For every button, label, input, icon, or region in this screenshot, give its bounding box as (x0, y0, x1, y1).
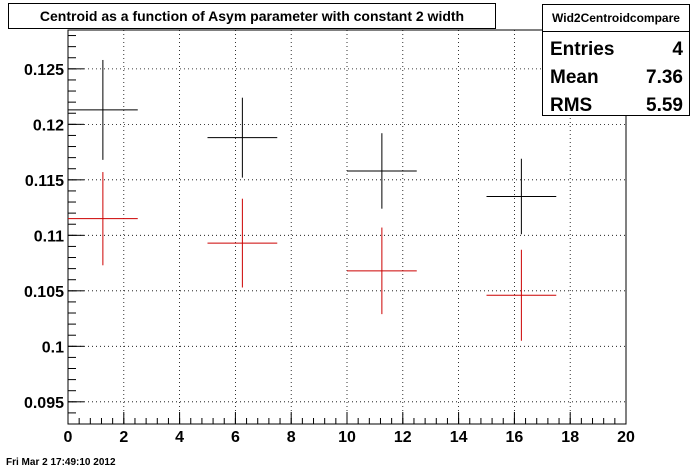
y-tick-label: 0.125 (24, 62, 64, 79)
x-tick-label: 20 (617, 429, 635, 446)
x-tick-label: 6 (231, 429, 240, 446)
data-point (347, 133, 417, 209)
timestamp-footer: Fri Mar 2 17:49:10 2012 (6, 457, 116, 468)
stats-row-mean: Mean 7.36 (543, 64, 689, 92)
x-tick-label: 2 (119, 429, 128, 446)
stats-entries-label: Entries (550, 39, 615, 60)
y-tick-label: 0.115 (25, 173, 64, 190)
data-point (207, 198, 278, 288)
x-tick-label: 8 (287, 429, 296, 446)
x-tick-label: 4 (175, 429, 184, 446)
stats-box: Wid2Centroidcompare Entries 4 Mean 7.36 … (542, 4, 690, 116)
data-point (68, 172, 138, 266)
data-point (207, 97, 278, 178)
data-point (486, 158, 557, 235)
y-tick-label: 0.095 (24, 395, 64, 412)
stats-entries-value: 4 (672, 39, 683, 60)
chart-title: Centroid as a function of Asym parameter… (8, 3, 496, 29)
x-tick-label: 18 (561, 429, 579, 446)
x-tick-label: 16 (506, 429, 524, 446)
data-point (486, 249, 557, 341)
y-tick-label: 0.12 (33, 117, 64, 134)
y-tick-label: 0.105 (24, 284, 64, 301)
stats-mean-value: 7.36 (646, 67, 683, 88)
stats-row-entries: Entries 4 (543, 36, 689, 64)
x-tick-label: 14 (450, 429, 468, 446)
stats-histogram-name: Wid2Centroidcompare (543, 5, 689, 32)
y-tick-label: 0.11 (34, 228, 64, 245)
stats-rms-value: 5.59 (646, 95, 683, 116)
data-point (347, 227, 417, 315)
x-tick-label: 10 (338, 429, 356, 446)
data-point (68, 59, 138, 160)
stats-mean-label: Mean (550, 67, 599, 88)
x-tick-label: 12 (394, 429, 412, 446)
stats-row-rms: RMS 5.59 (543, 92, 689, 120)
stats-rms-label: RMS (550, 95, 593, 116)
y-tick-label: 0.1 (42, 339, 64, 356)
x-tick-label: 0 (64, 429, 73, 446)
